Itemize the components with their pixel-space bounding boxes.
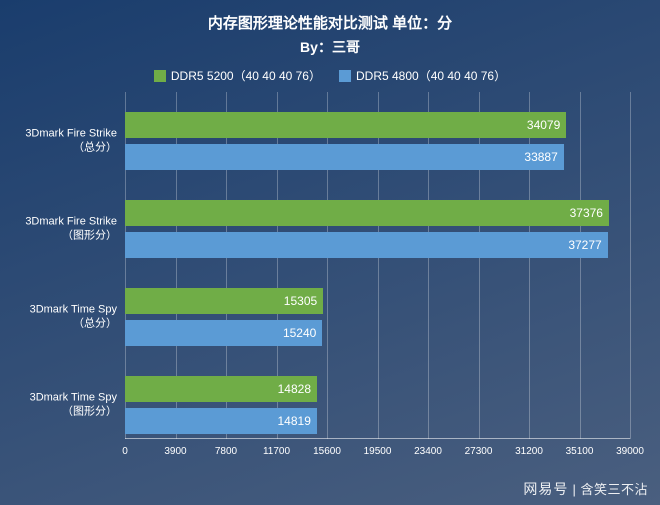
category-label: 3Dmark Time Spy（图形分） <box>20 391 125 420</box>
watermark-logo: 网易号 <box>523 481 568 497</box>
x-tick-label: 15600 <box>313 446 341 457</box>
x-tick-label: 11700 <box>263 446 290 457</box>
watermark-sep: | <box>568 482 580 497</box>
bar-value-label: 15240 <box>283 326 316 340</box>
bar-value-label: 37376 <box>570 206 603 220</box>
category-label: 3Dmark Fire Strike（图形分） <box>20 215 125 244</box>
category-label: 3Dmark Fire Strike（总分） <box>20 127 125 156</box>
x-tick-label: 35100 <box>566 446 594 457</box>
bar: 37376 <box>125 200 609 226</box>
x-tick-label: 7800 <box>215 446 237 457</box>
legend-item: DDR5 4800（40 40 40 76） <box>339 67 506 84</box>
chart-subtitle: By：三哥 <box>20 37 640 57</box>
chart-title: 内存图形理论性能对比测试 单位：分 <box>20 12 640 33</box>
bar-value-label: 14819 <box>278 414 311 428</box>
chart-container: 内存图形理论性能对比测试 单位：分 By：三哥 DDR5 5200（40 40 … <box>0 0 660 505</box>
bar-value-label: 37277 <box>568 238 601 252</box>
bar-value-label: 15305 <box>284 294 317 308</box>
bar-value-label: 34079 <box>527 118 560 132</box>
bar: 15240 <box>125 320 322 346</box>
legend-swatch <box>154 70 166 82</box>
legend-item: DDR5 5200（40 40 40 76） <box>154 67 321 84</box>
x-tick-label: 31200 <box>515 446 543 457</box>
legend-label: DDR5 4800（40 40 40 76） <box>356 67 506 84</box>
x-tick-label: 3900 <box>164 446 186 457</box>
watermark: 网易号 | 含笑三不沾 <box>523 479 648 499</box>
legend-swatch <box>339 70 351 82</box>
grid-line <box>580 92 581 439</box>
bar: 15305 <box>125 288 323 314</box>
bar-value-label: 14828 <box>278 382 311 396</box>
x-tick-label: 19500 <box>364 446 392 457</box>
legend-label: DDR5 5200（40 40 40 76） <box>171 67 321 84</box>
category-label: 3Dmark Time Spy（总分） <box>20 303 125 332</box>
bar: 34079 <box>125 112 566 138</box>
plot-area: 0 3900 7800 11700 15600 19500 23400 27300 31200 3… <box>125 92 630 457</box>
bar: 14819 <box>125 408 317 434</box>
bar: 33887 <box>125 144 564 170</box>
x-tick-label: 39000 <box>616 446 644 457</box>
grid-line <box>630 92 631 439</box>
bar-value-label: 33887 <box>524 150 557 164</box>
legend: DDR5 5200（40 40 40 76） DDR5 4800（40 40 4… <box>20 67 640 84</box>
x-tick-label: 27300 <box>465 446 493 457</box>
watermark-author: 含笑三不沾 <box>580 482 648 497</box>
x-tick-label: 23400 <box>414 446 442 457</box>
bar: 37277 <box>125 232 608 258</box>
bar: 14828 <box>125 376 317 402</box>
x-tick-label: 0 <box>122 446 128 457</box>
